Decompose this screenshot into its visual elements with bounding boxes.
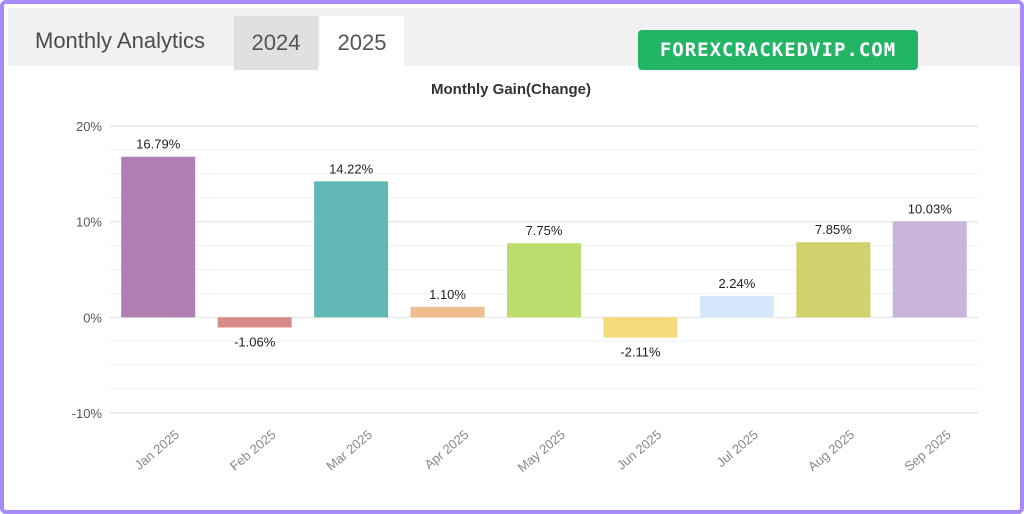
- monthly-gain-chart: Monthly Gain(Change) 20% 10% 0% -10% 16.79%…: [72, 81, 978, 475]
- x-tick-label: Apr 2025: [421, 427, 471, 472]
- x-tick-label: Feb 2025: [227, 427, 279, 474]
- data-label: 16.79%: [136, 137, 181, 152]
- data-label: 7.85%: [815, 222, 852, 237]
- x-tick-label: Jan 2025: [132, 427, 183, 473]
- bar[interactable]: [410, 306, 485, 318]
- x-tick-label: Mar 2025: [323, 427, 375, 474]
- data-label: 7.75%: [526, 223, 563, 238]
- x-tick-label: Jul 2025: [714, 427, 761, 470]
- y-tick-label: 10%: [76, 215, 102, 230]
- data-label: 10.03%: [908, 201, 953, 216]
- tab-2025[interactable]: 2025: [320, 16, 404, 70]
- y-tick-label: -10%: [72, 406, 103, 421]
- data-label: -2.11%: [620, 345, 661, 360]
- x-tick-label: Jun 2025: [614, 427, 665, 473]
- data-label: 14.22%: [329, 161, 374, 176]
- bar[interactable]: [699, 295, 774, 318]
- bar[interactable]: [796, 242, 871, 318]
- bar[interactable]: [603, 317, 678, 338]
- bar[interactable]: [217, 317, 292, 328]
- tab-2024[interactable]: 2024: [234, 16, 318, 70]
- x-tick-label: May 2025: [515, 427, 568, 475]
- x-tick-label: Aug 2025: [805, 427, 857, 474]
- chart-title: Monthly Gain(Change): [431, 81, 591, 98]
- bar[interactable]: [892, 221, 967, 318]
- x-tick-label: Sep 2025: [901, 427, 953, 474]
- y-tick-label: 20%: [76, 119, 102, 134]
- watermark-badge: FOREXCRACKEDVIP.COM: [638, 30, 918, 70]
- bar[interactable]: [314, 181, 389, 318]
- data-label: 2.24%: [718, 276, 755, 291]
- page-title: Monthly Analytics: [35, 28, 205, 53]
- bar[interactable]: [121, 156, 196, 318]
- data-label: -1.06%: [234, 334, 276, 349]
- y-tick-label: 0%: [83, 310, 102, 325]
- bar[interactable]: [507, 243, 581, 318]
- data-label: 1.10%: [429, 287, 466, 302]
